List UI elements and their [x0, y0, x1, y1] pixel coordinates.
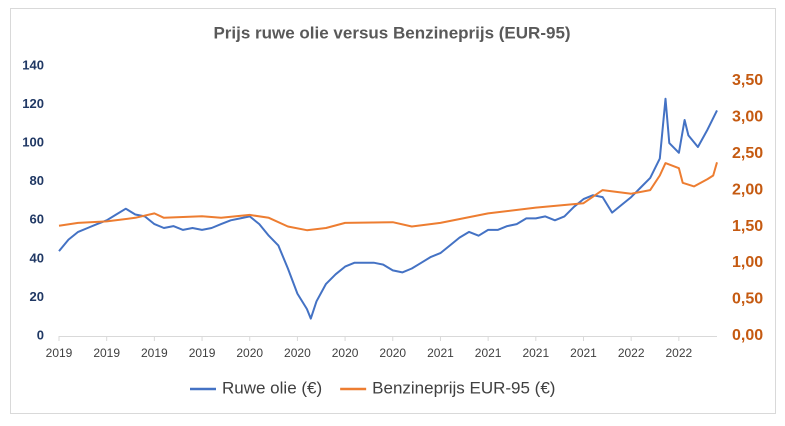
- y-tick-label: 120: [22, 96, 44, 111]
- y2-tick-label: 2,50: [732, 145, 763, 162]
- y2-tick-label: 0,00: [732, 327, 763, 344]
- y-tick-label: 100: [22, 135, 44, 150]
- y-tick-label: 40: [30, 250, 44, 265]
- legend-label: Benzineprijs EUR-95 (€): [372, 378, 555, 397]
- y-tick-label: 0: [37, 327, 44, 342]
- data-line: [58, 162, 718, 232]
- y-tick-label: 80: [30, 173, 44, 188]
- x-tick-label: 2021: [570, 346, 597, 360]
- chart-title: Prijs ruwe olie versus Benzineprijs (EUR…: [213, 23, 570, 42]
- x-tick-label: 2019: [46, 346, 73, 360]
- x-tick-label: 2019: [189, 346, 216, 360]
- x-tick-label: 2019: [93, 346, 120, 360]
- y2-tick-label: 3,50: [732, 72, 763, 89]
- y2-tick-label: 1,50: [732, 218, 763, 235]
- x-tick-label: 2021: [427, 346, 454, 360]
- x-tick-label: 2021: [522, 346, 549, 360]
- data-line: [58, 97, 718, 320]
- y-tick-label: 140: [22, 57, 44, 72]
- y2-tick-label: 3,00: [732, 108, 763, 125]
- y2-tick-label: 0,50: [732, 291, 763, 308]
- y-tick-label: 60: [30, 212, 44, 227]
- x-tick-label: 2020: [284, 346, 311, 360]
- x-tick-label: 2020: [379, 346, 406, 360]
- x-tick-label: 2022: [666, 346, 693, 360]
- x-tick-label: 2020: [236, 346, 263, 360]
- x-tick-label: 2019: [141, 346, 168, 360]
- x-tick-label: 2022: [618, 346, 645, 360]
- x-tick-label: 2021: [475, 346, 502, 360]
- x-tick-label: 2020: [332, 346, 359, 360]
- chart-border: [10, 8, 776, 414]
- legend-label: Ruwe olie (€): [222, 378, 322, 397]
- y2-tick-label: 2,00: [732, 181, 763, 198]
- y2-tick-label: 1,00: [732, 254, 763, 271]
- y-tick-label: 20: [30, 289, 44, 304]
